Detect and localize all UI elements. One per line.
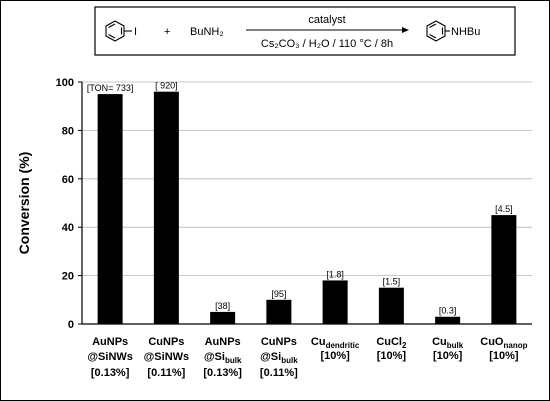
- bar-4: [266, 299, 292, 324]
- category-label-5: Cudendritic: [311, 336, 360, 350]
- category-sublabel-4: @Sibulk: [260, 351, 298, 365]
- y-tick-labels: 0 20 40 60 80 100: [56, 77, 74, 331]
- y-tick-label-40: 40: [62, 222, 74, 234]
- iodo-label: I: [134, 26, 137, 38]
- bar-annotation-1: [TON= 733]: [87, 83, 134, 93]
- category-label-6: CuCl2: [376, 336, 407, 350]
- plus-sign: +: [164, 26, 170, 38]
- category-label-1: AuNPs: [92, 336, 128, 348]
- bar-annotation-8: [4.5]: [495, 204, 513, 214]
- category-label-2: CuNPs: [148, 336, 184, 348]
- catalyst-label: catalyst: [308, 14, 345, 26]
- y-tick-label-60: 60: [62, 174, 74, 186]
- category-sublabel-3: @Sibulk: [204, 351, 242, 365]
- bar-8: [491, 215, 517, 324]
- conditions-label: Cs₂CO₃ / H₂O / 110 °C / 8h: [261, 38, 393, 50]
- iodobenzene-structure: [105, 20, 132, 42]
- bar-2: [153, 91, 179, 325]
- axes: [78, 81, 532, 325]
- reagent-label: BuNH₂: [190, 26, 224, 38]
- category-label-4: CuNPs: [261, 336, 297, 348]
- product-structure: [426, 20, 450, 42]
- category-loading-3: [0.13%]: [203, 367, 242, 379]
- bar-annotation-2: [ 920]: [155, 81, 178, 91]
- product-label: NHBu: [451, 26, 480, 38]
- bar-annotations: [TON= 733] [ 920] [38] [95] [1.8] [1.5] [0.3] […: [87, 81, 513, 316]
- bar-annotation-4: [95]: [271, 289, 286, 299]
- category-sublabel-1: @SiNWs: [87, 351, 133, 363]
- bar-6: [378, 287, 404, 324]
- category-loading-8: [10%]: [489, 350, 519, 362]
- bar-annotation-7: [0.3]: [439, 306, 457, 316]
- bar-5: [322, 280, 348, 324]
- category-loading-1: [0.13%]: [91, 367, 130, 379]
- y-tick-label-100: 100: [56, 77, 74, 89]
- bar-annotation-6: [1.5]: [383, 277, 401, 287]
- gridlines: [82, 81, 532, 277]
- reaction-scheme: I + BuNH₂ catalyst Cs₂CO₃ / H₂O / 110 °C…: [94, 6, 516, 56]
- bar-1: [97, 94, 123, 324]
- category-loading-7: [10%]: [433, 350, 463, 362]
- bar-7: [435, 316, 461, 324]
- category-loading-2: [0.11%]: [147, 367, 185, 379]
- category-loading-4: [0.11%]: [260, 367, 298, 379]
- x-category-labels: AuNPs @SiNWs [0.13%] CuNPs @SiNWs [0.11%] AuNP…: [87, 336, 527, 379]
- bar-annotation-3: [38]: [215, 301, 230, 311]
- y-tick-label-80: 80: [62, 125, 74, 137]
- category-sublabel-2: @SiNWs: [144, 351, 190, 363]
- y-tick-label-20: 20: [62, 271, 74, 283]
- y-axis-label: Conversion (%): [16, 152, 32, 255]
- category-loading-6: [10%]: [377, 350, 407, 362]
- category-label-3: AuNPs: [205, 336, 241, 348]
- reaction-arrow: [246, 27, 409, 33]
- bar-3: [210, 311, 236, 324]
- category-loading-5: [10%]: [320, 350, 350, 362]
- category-label-8: CuOnanop: [480, 336, 527, 350]
- category-label-7: Cubulk: [432, 336, 464, 350]
- bars: [97, 91, 517, 325]
- y-tick-label-0: 0: [68, 319, 74, 331]
- bar-annotation-5: [1.8]: [326, 269, 344, 279]
